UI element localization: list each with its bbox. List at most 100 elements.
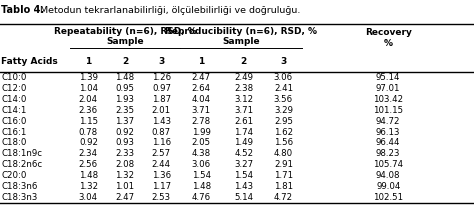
- Text: 2.53: 2.53: [152, 193, 171, 202]
- Text: 95.14: 95.14: [376, 73, 401, 82]
- Text: C18:3n6: C18:3n6: [2, 182, 38, 191]
- Text: C12:0: C12:0: [2, 84, 27, 93]
- Text: 1: 1: [198, 57, 204, 66]
- Text: 105.74: 105.74: [373, 160, 403, 169]
- Text: 1.04: 1.04: [79, 84, 98, 93]
- Text: 3.06: 3.06: [191, 160, 211, 169]
- Text: 2.04: 2.04: [79, 95, 98, 104]
- Text: 96.44: 96.44: [376, 138, 401, 147]
- Text: 4.52: 4.52: [234, 149, 253, 158]
- Text: %: %: [384, 39, 392, 48]
- Text: 1.39: 1.39: [79, 73, 98, 82]
- Text: Repeatability (n=6), RSD, %: Repeatability (n=6), RSD, %: [54, 27, 196, 36]
- Text: 2.05: 2.05: [191, 138, 211, 147]
- Text: C10:0: C10:0: [2, 73, 27, 82]
- Text: 2.36: 2.36: [79, 106, 98, 115]
- Text: 0.92: 0.92: [79, 138, 98, 147]
- Text: 2.35: 2.35: [115, 106, 135, 115]
- Text: 3.04: 3.04: [79, 193, 98, 202]
- Text: 0.93: 0.93: [115, 138, 135, 147]
- Text: 2.47: 2.47: [115, 193, 135, 202]
- Text: 2.49: 2.49: [234, 73, 253, 82]
- Text: 2.34: 2.34: [79, 149, 98, 158]
- Text: 1.43: 1.43: [234, 182, 253, 191]
- Text: C14:0: C14:0: [2, 95, 27, 104]
- Text: 98.23: 98.23: [376, 149, 401, 158]
- Text: 2: 2: [240, 57, 247, 66]
- Text: 97.01: 97.01: [376, 84, 401, 93]
- Text: 1.36: 1.36: [152, 171, 171, 180]
- Text: 1.93: 1.93: [115, 95, 135, 104]
- Text: Sample: Sample: [222, 37, 260, 46]
- Text: 1.87: 1.87: [152, 95, 171, 104]
- Text: 2.56: 2.56: [79, 160, 98, 169]
- Text: 2.95: 2.95: [274, 117, 293, 126]
- Text: 2.78: 2.78: [191, 117, 211, 126]
- Text: 3.29: 3.29: [274, 106, 293, 115]
- Text: 2.38: 2.38: [234, 84, 253, 93]
- Text: 4.72: 4.72: [274, 193, 293, 202]
- Text: Metodun tekrarlanabilirliği, ölçülebilirliği ve doğruluğu.: Metodun tekrarlanabilirliği, ölçülebilir…: [40, 6, 301, 15]
- Text: 4.38: 4.38: [191, 149, 211, 158]
- Text: Fatty Acids: Fatty Acids: [1, 57, 58, 66]
- Text: 3.71: 3.71: [234, 106, 253, 115]
- Text: Reproducibility (n=6), RSD, %: Reproducibility (n=6), RSD, %: [165, 27, 317, 36]
- Text: 103.42: 103.42: [373, 95, 403, 104]
- Text: Sample: Sample: [106, 37, 144, 46]
- Text: 94.72: 94.72: [376, 117, 401, 126]
- Text: 4.04: 4.04: [191, 95, 211, 104]
- Text: 1.71: 1.71: [274, 171, 293, 180]
- Text: 1.48: 1.48: [115, 73, 135, 82]
- Text: 4.76: 4.76: [191, 193, 211, 202]
- Text: 3: 3: [280, 57, 287, 66]
- Text: 1.01: 1.01: [115, 182, 135, 191]
- Text: 2.44: 2.44: [152, 160, 171, 169]
- Text: 1.54: 1.54: [234, 171, 253, 180]
- Text: 2.91: 2.91: [274, 160, 293, 169]
- Text: C16:1: C16:1: [2, 128, 27, 137]
- Text: 94.08: 94.08: [376, 171, 401, 180]
- Text: 1.43: 1.43: [152, 117, 171, 126]
- Text: 1.26: 1.26: [152, 73, 171, 82]
- Text: Recovery: Recovery: [365, 28, 411, 37]
- Text: 1.48: 1.48: [79, 171, 98, 180]
- Text: 0.78: 0.78: [79, 128, 98, 137]
- Text: 2.41: 2.41: [274, 84, 293, 93]
- Text: 0.97: 0.97: [152, 84, 171, 93]
- Text: 0.95: 0.95: [115, 84, 135, 93]
- Text: 3.12: 3.12: [234, 95, 253, 104]
- Text: C18:2n6c: C18:2n6c: [2, 160, 43, 169]
- Text: 2.08: 2.08: [115, 160, 135, 169]
- Text: 1.62: 1.62: [274, 128, 293, 137]
- Text: 0.92: 0.92: [115, 128, 135, 137]
- Text: 1.48: 1.48: [191, 182, 211, 191]
- Text: 1.99: 1.99: [192, 128, 210, 137]
- Text: 1.49: 1.49: [234, 138, 253, 147]
- Text: C18:3n3: C18:3n3: [2, 193, 38, 202]
- Text: 2.57: 2.57: [152, 149, 171, 158]
- Text: 3.27: 3.27: [234, 160, 253, 169]
- Text: 1.17: 1.17: [152, 182, 171, 191]
- Text: C14:1: C14:1: [2, 106, 27, 115]
- Text: 1.32: 1.32: [115, 171, 135, 180]
- Text: 96.13: 96.13: [376, 128, 401, 137]
- Text: 99.04: 99.04: [376, 182, 401, 191]
- Text: 102.51: 102.51: [373, 193, 403, 202]
- Text: 0.87: 0.87: [152, 128, 171, 137]
- Text: 4.80: 4.80: [274, 149, 293, 158]
- Text: C18:1n9c: C18:1n9c: [2, 149, 43, 158]
- Text: 2.64: 2.64: [191, 84, 211, 93]
- Text: C18:0: C18:0: [2, 138, 27, 147]
- Text: C16:0: C16:0: [2, 117, 27, 126]
- Text: 1: 1: [85, 57, 91, 66]
- Text: 5.14: 5.14: [234, 193, 253, 202]
- Text: 2.33: 2.33: [115, 149, 135, 158]
- Text: 2: 2: [122, 57, 128, 66]
- Text: 1.15: 1.15: [79, 117, 98, 126]
- Text: 1.54: 1.54: [191, 171, 211, 180]
- Text: 1.37: 1.37: [115, 117, 135, 126]
- Text: 1.74: 1.74: [234, 128, 253, 137]
- Text: 1.56: 1.56: [274, 138, 293, 147]
- Text: 3.56: 3.56: [274, 95, 293, 104]
- Text: 2.61: 2.61: [234, 117, 253, 126]
